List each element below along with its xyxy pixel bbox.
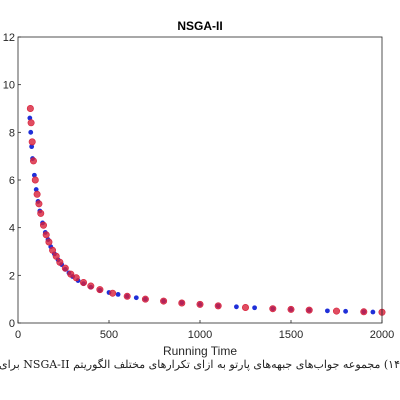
red-point [160, 297, 168, 305]
red-point [269, 305, 277, 313]
red-point [35, 200, 43, 208]
red-point [29, 157, 37, 165]
blue-point [370, 309, 376, 315]
red-point [305, 306, 313, 314]
x-tick-label: 1000 [188, 329, 212, 341]
y-tick-label: 10 [3, 80, 15, 92]
y-tick-label: 12 [3, 32, 15, 44]
red-point [28, 138, 36, 146]
blue-point [33, 187, 39, 192]
blue-point [325, 308, 330, 314]
red-point [109, 289, 117, 297]
red-point [96, 286, 104, 294]
y-tick-label: 0 [9, 318, 15, 330]
red-point [87, 282, 95, 290]
points-layer [26, 105, 386, 316]
x-tick-label: 0 [15, 329, 21, 341]
red-point [287, 305, 295, 313]
red-point [56, 258, 64, 266]
red-point [45, 238, 53, 246]
x-tick-label: 1500 [279, 329, 303, 341]
red-point [242, 304, 250, 312]
red-point [360, 308, 368, 316]
ticks-layer: 0 500 1000 1500 2000 0 2 4 6 8 10 12 [3, 32, 394, 341]
red-point [42, 231, 50, 239]
red-point [141, 295, 149, 303]
red-point [80, 278, 88, 286]
x-axis-label: Running Time [163, 344, 237, 358]
y-tick-label: 8 [9, 127, 15, 139]
red-point [61, 264, 69, 272]
red-point [52, 252, 60, 260]
plot-background [18, 37, 382, 323]
red-point [67, 270, 75, 278]
red-point [33, 190, 41, 198]
x-tick-label: 2000 [370, 329, 394, 341]
red-point [123, 292, 131, 300]
red-point [72, 274, 80, 282]
red-point [27, 119, 35, 127]
blue-point [27, 115, 33, 121]
red-point [214, 302, 222, 310]
blue-point [28, 129, 34, 135]
red-point [49, 246, 57, 254]
y-tick-label: 4 [9, 223, 15, 235]
x-tick-label: 500 [100, 329, 118, 341]
chart-title: NSGA-II [177, 19, 222, 33]
blue-point [133, 295, 139, 301]
y-tick-label: 2 [9, 270, 15, 282]
y-tick-label: 6 [9, 175, 15, 187]
blue-point [115, 292, 121, 297]
blue-point [234, 304, 239, 310]
figure-caption: ۱۴) مجموعه جواب‌های جبهه‌های پارتو به از… [0, 358, 400, 371]
red-point [39, 221, 47, 229]
red-point [37, 209, 45, 217]
blue-point [343, 308, 348, 314]
red-point [178, 299, 186, 307]
blue-point [31, 172, 37, 178]
red-point [196, 300, 204, 308]
red-point [31, 176, 39, 184]
blue-point [252, 305, 257, 311]
red-point [26, 105, 34, 113]
red-point [332, 307, 340, 315]
blue-point [29, 144, 35, 150]
